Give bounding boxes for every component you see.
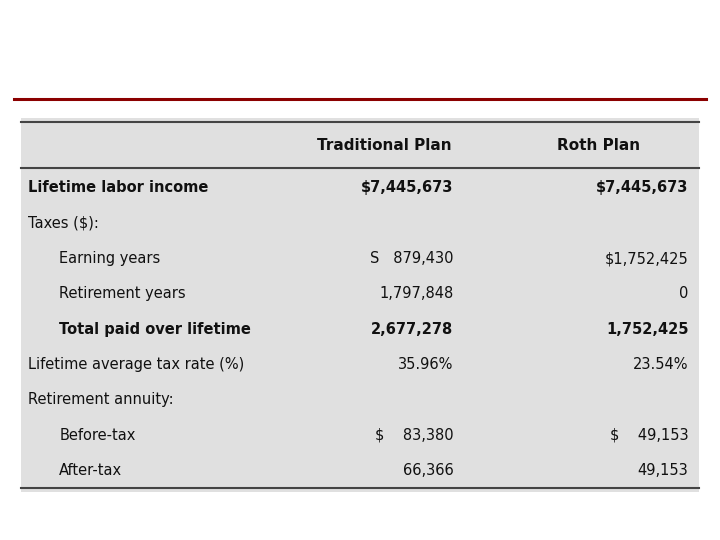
Text: Lifetime average tax rate (%): Lifetime average tax rate (%) [28,357,245,372]
Text: $    83,380: $ 83,380 [374,428,454,443]
Text: 0: 0 [679,286,688,301]
Text: 66,366: 66,366 [402,463,454,478]
Text: $    49,153: $ 49,153 [610,428,688,443]
FancyBboxPatch shape [22,118,698,492]
Text: 23.54%: 23.54% [633,357,688,372]
Text: Traditional Plan: Traditional Plan [317,138,451,153]
Text: $1,752,425: $1,752,425 [605,251,688,266]
Text: 49,153: 49,153 [638,463,688,478]
Text: After-tax: After-tax [59,463,122,478]
Text: Before-tax: Before-tax [59,428,135,443]
Text: Table 21.2 Traditional versus Roth IRA under Progressive
Tax Code: Table 21.2 Traditional versus Roth IRA u… [16,16,681,68]
Text: Lifetime labor income: Lifetime labor income [28,180,209,195]
Text: Roth Plan: Roth Plan [557,138,640,153]
Text: 1,752,425: 1,752,425 [606,322,688,337]
Text: $7,445,673: $7,445,673 [361,180,454,195]
Text: 2,677,278: 2,677,278 [371,322,454,337]
Text: Total paid over lifetime: Total paid over lifetime [59,322,251,337]
Text: 1,797,848: 1,797,848 [379,286,454,301]
Text: Earning years: Earning years [59,251,161,266]
Text: $7,445,673: $7,445,673 [596,180,688,195]
Text: Retirement years: Retirement years [59,286,186,301]
Text: Taxes ($):: Taxes ($): [28,215,99,231]
Text: 21-19: 21-19 [666,522,702,535]
Text: 35.96%: 35.96% [398,357,454,372]
Text: S   879,430: S 879,430 [370,251,454,266]
Text: Retirement annuity:: Retirement annuity: [28,393,174,407]
